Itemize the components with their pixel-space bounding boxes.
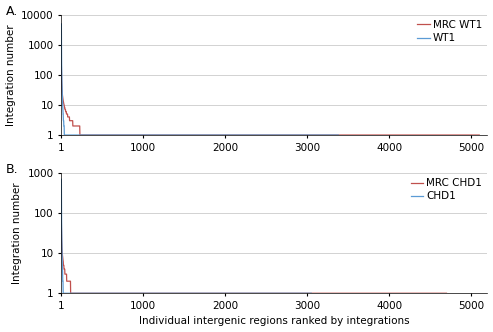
WT1 [61, 133, 67, 137]
CHD1 [227, 291, 233, 295]
WT1 [118, 133, 124, 137]
MRC WT1 [77, 133, 83, 137]
Legend: MRC WT1, WT1: MRC WT1, WT1 [418, 20, 482, 43]
Line: MRC CHD1: MRC CHD1 [61, 222, 447, 293]
WT1 [92, 133, 98, 137]
Y-axis label: Integration number: Integration number [5, 24, 16, 126]
MRC WT1 [211, 133, 216, 137]
MRC CHD1 [58, 220, 64, 224]
MRC CHD1 [68, 291, 73, 295]
MRC CHD1 [326, 291, 332, 295]
WT1 [335, 133, 341, 137]
MRC WT1 [58, 64, 64, 68]
CHD1 [141, 291, 147, 295]
MRC CHD1 [106, 291, 111, 295]
CHD1 [58, 177, 64, 181]
WT1 [126, 133, 132, 137]
MRC WT1 [402, 133, 408, 137]
Line: CHD1: CHD1 [61, 179, 311, 293]
MRC WT1 [358, 133, 364, 137]
MRC WT1 [253, 133, 259, 137]
MRC WT1 [237, 133, 243, 137]
MRC WT1 [418, 133, 423, 137]
Text: B.: B. [6, 163, 19, 177]
Y-axis label: Integration number: Integration number [12, 182, 22, 284]
X-axis label: Individual intergenic regions ranked by integrations: Individual intergenic regions ranked by … [139, 316, 410, 326]
CHD1 [194, 291, 200, 295]
MRC CHD1 [163, 291, 169, 295]
Line: WT1: WT1 [61, 24, 338, 135]
Legend: MRC CHD1, CHD1: MRC CHD1, CHD1 [411, 178, 482, 202]
MRC CHD1 [444, 291, 450, 295]
MRC CHD1 [107, 291, 113, 295]
CHD1 [262, 291, 268, 295]
CHD1 [260, 291, 266, 295]
WT1 [334, 133, 340, 137]
CHD1 [163, 291, 169, 295]
MRC CHD1 [233, 291, 239, 295]
WT1 [58, 22, 64, 26]
MRC WT1 [476, 133, 482, 137]
WT1 [103, 133, 108, 137]
CHD1 [308, 291, 314, 295]
WT1 [311, 133, 317, 137]
MRC CHD1 [247, 291, 253, 295]
CHD1 [60, 291, 66, 295]
Text: A.: A. [6, 5, 18, 18]
Line: MRC WT1: MRC WT1 [61, 66, 479, 135]
